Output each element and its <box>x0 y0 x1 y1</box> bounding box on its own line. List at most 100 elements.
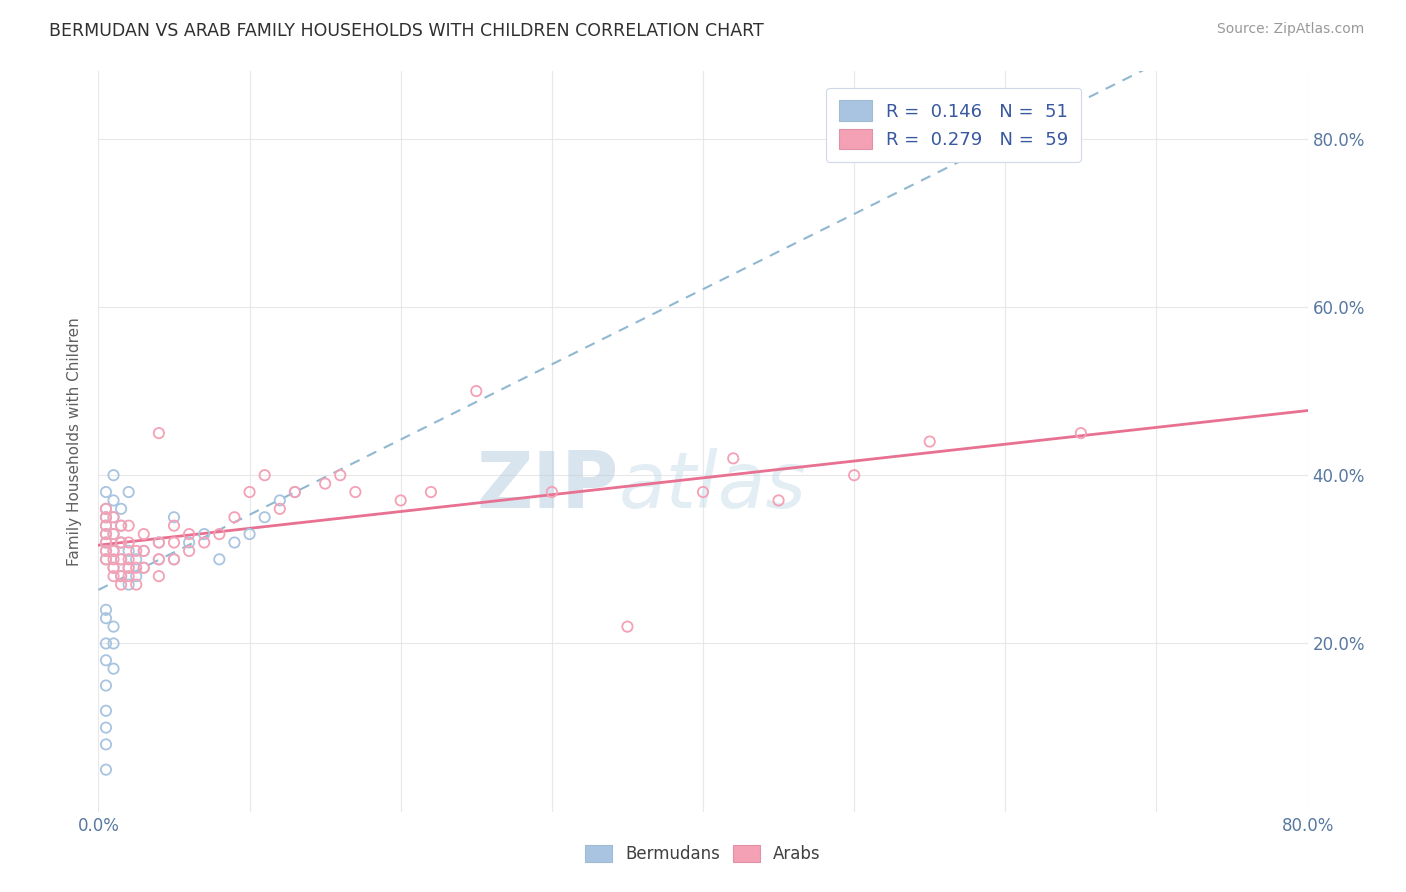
Point <box>118 577 141 591</box>
Point <box>103 636 125 650</box>
Point <box>110 552 132 566</box>
Point <box>132 560 155 574</box>
Point <box>103 544 125 558</box>
Point <box>94 552 117 566</box>
Point <box>118 518 141 533</box>
Point <box>103 569 125 583</box>
Point <box>163 552 186 566</box>
Point <box>94 552 117 566</box>
Point <box>132 560 155 574</box>
Point <box>103 493 125 508</box>
Point <box>208 527 231 541</box>
Point <box>253 468 276 483</box>
Point <box>132 544 155 558</box>
Point <box>94 603 117 617</box>
Point <box>193 535 215 549</box>
Point <box>94 527 117 541</box>
Point <box>269 501 291 516</box>
Text: Source: ZipAtlas.com: Source: ZipAtlas.com <box>1216 22 1364 37</box>
Point <box>125 577 148 591</box>
Point <box>110 535 132 549</box>
Point <box>253 510 276 524</box>
Point <box>110 552 132 566</box>
Text: atlas: atlas <box>619 448 806 524</box>
Point <box>94 544 117 558</box>
Point <box>179 527 201 541</box>
Point <box>224 510 246 524</box>
Point <box>118 569 141 583</box>
Point <box>148 552 170 566</box>
Point <box>103 560 125 574</box>
Point <box>94 653 117 667</box>
Point <box>616 619 638 633</box>
Point <box>103 468 125 483</box>
Point <box>132 544 155 558</box>
Point <box>103 527 125 541</box>
Point <box>179 544 201 558</box>
Point <box>94 518 117 533</box>
Point <box>193 527 215 541</box>
Point <box>118 485 141 500</box>
Point <box>110 569 132 583</box>
Point <box>344 485 367 500</box>
Point <box>103 527 125 541</box>
Point <box>269 493 291 508</box>
Point <box>103 552 125 566</box>
Point <box>723 451 745 466</box>
Point <box>94 501 117 516</box>
Point <box>110 518 132 533</box>
Point <box>692 485 714 500</box>
Point <box>94 535 117 549</box>
Point <box>768 493 790 508</box>
Point <box>163 518 186 533</box>
Point <box>94 544 117 558</box>
Point <box>94 501 117 516</box>
Point <box>163 535 186 549</box>
Point <box>208 552 231 566</box>
Point <box>94 518 117 533</box>
Point <box>94 527 117 541</box>
Point <box>103 510 125 524</box>
Point <box>314 476 336 491</box>
Point <box>329 468 352 483</box>
Point <box>284 485 307 500</box>
Point <box>163 510 186 524</box>
Point <box>540 485 562 500</box>
Point <box>420 485 443 500</box>
Point <box>163 552 186 566</box>
Point <box>94 763 117 777</box>
Point <box>94 721 117 735</box>
Point <box>103 544 125 558</box>
Point <box>94 611 117 625</box>
Point <box>118 544 141 558</box>
Point <box>844 468 866 483</box>
Point <box>148 535 170 549</box>
Point <box>148 535 170 549</box>
Legend: Bermudans, Arabs: Bermudans, Arabs <box>578 838 828 870</box>
Point <box>94 679 117 693</box>
Point <box>103 510 125 524</box>
Point <box>110 577 132 591</box>
Point <box>224 535 246 549</box>
Point <box>179 535 201 549</box>
Y-axis label: Family Households with Children: Family Households with Children <box>67 318 83 566</box>
Point <box>94 738 117 752</box>
Point <box>110 518 132 533</box>
Point <box>239 527 262 541</box>
Point <box>94 636 117 650</box>
Point <box>239 485 262 500</box>
Point <box>125 569 148 583</box>
Point <box>389 493 412 508</box>
Point <box>103 560 125 574</box>
Point <box>125 552 148 566</box>
Point <box>284 485 307 500</box>
Point <box>103 662 125 676</box>
Point <box>118 560 141 574</box>
Point <box>110 501 132 516</box>
Point <box>1070 426 1092 441</box>
Point <box>94 704 117 718</box>
Point <box>94 510 117 524</box>
Point <box>118 552 141 566</box>
Point <box>110 535 132 549</box>
Point <box>94 485 117 500</box>
